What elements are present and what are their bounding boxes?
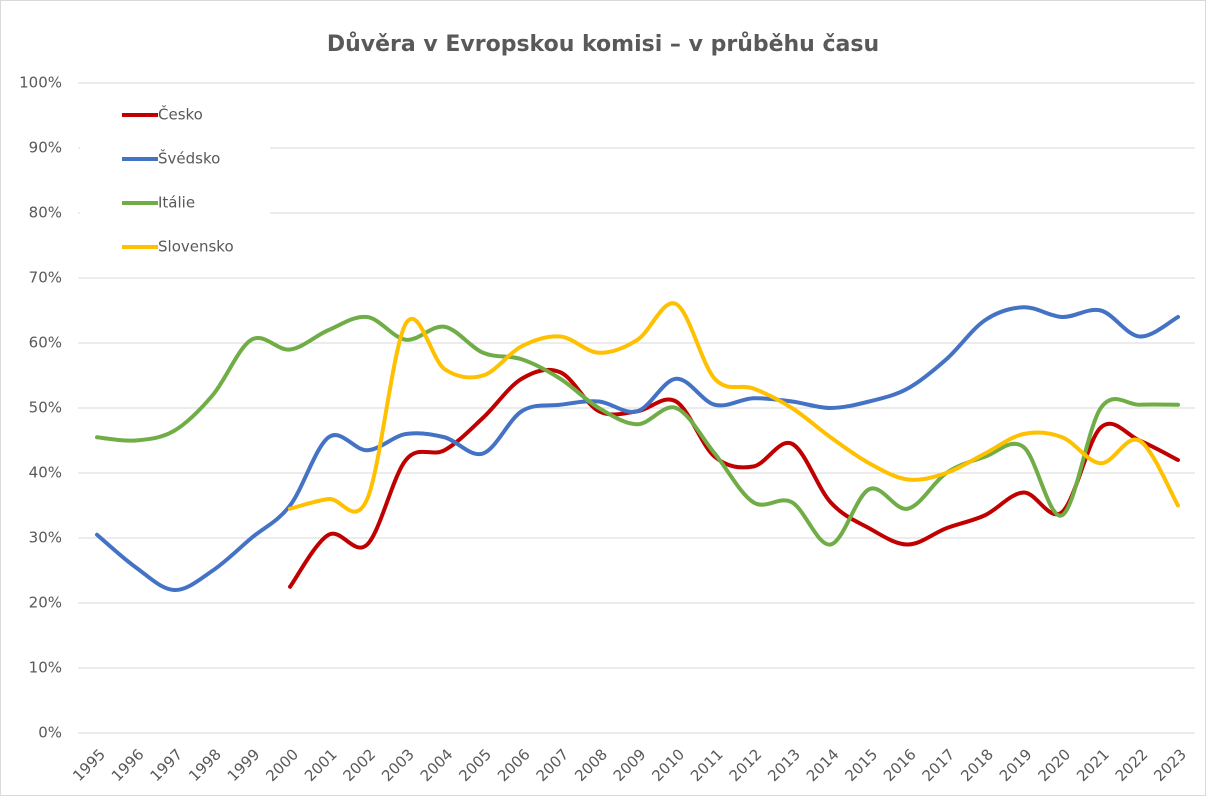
legend-label: Švédsko bbox=[158, 149, 220, 168]
y-tick-label: 60% bbox=[29, 334, 62, 352]
chart-title: Důvěra v Evropskou komisi – v průběhu ča… bbox=[327, 32, 879, 57]
legend-label: Itálie bbox=[158, 194, 195, 212]
y-tick-label: 30% bbox=[29, 529, 62, 547]
y-tick-label: 80% bbox=[29, 204, 62, 222]
legend-label: Slovensko bbox=[158, 238, 234, 256]
y-tick-label: 50% bbox=[29, 399, 62, 417]
legend-box bbox=[80, 85, 270, 260]
series-line bbox=[288, 367, 1180, 589]
y-tick-label: 0% bbox=[38, 724, 62, 742]
series-line bbox=[288, 301, 1180, 514]
y-tick-label: 20% bbox=[29, 594, 62, 612]
y-tick-label: 90% bbox=[29, 139, 62, 157]
series-line bbox=[95, 314, 1180, 547]
y-tick-label: 100% bbox=[19, 74, 62, 92]
y-tick-label: 10% bbox=[29, 659, 62, 677]
y-tick-label: 70% bbox=[29, 269, 62, 287]
legend: Česko Švédsko Itálie Slovensko bbox=[80, 85, 270, 260]
y-tick-label: 40% bbox=[29, 464, 62, 482]
legend-label: Česko bbox=[158, 105, 203, 124]
series-line bbox=[95, 305, 1180, 592]
